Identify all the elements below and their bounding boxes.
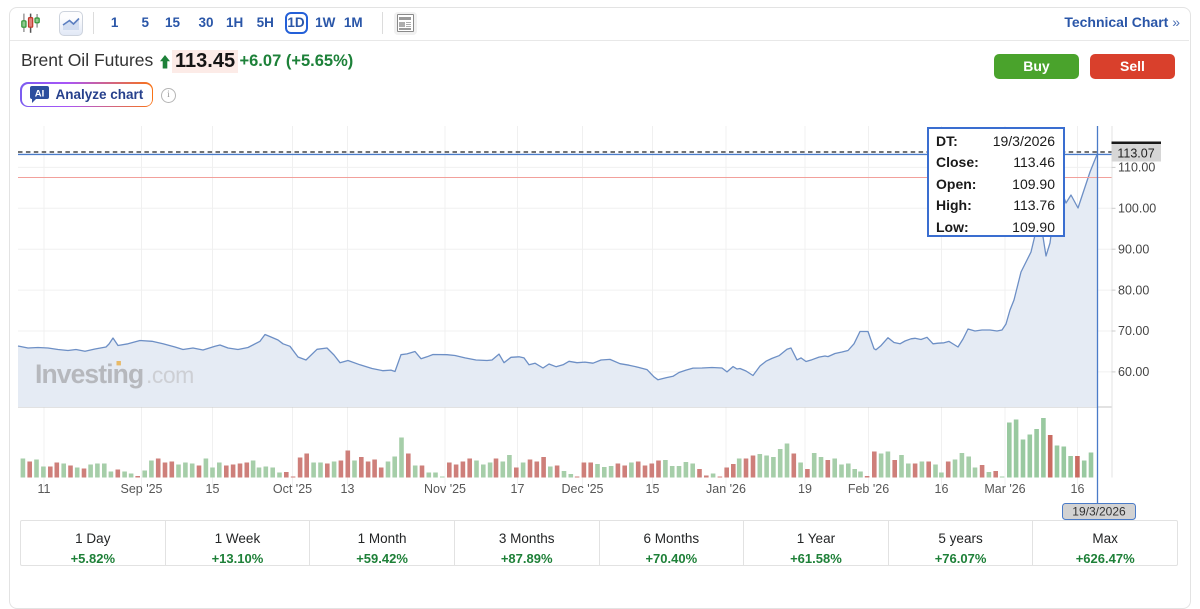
- svg-text:Dec '25: Dec '25: [562, 482, 604, 496]
- svg-text:15: 15: [646, 482, 660, 496]
- svg-text:60.00: 60.00: [1118, 365, 1149, 379]
- svg-text:13: 13: [341, 482, 355, 496]
- svg-text:17: 17: [511, 482, 525, 496]
- svg-text:16: 16: [935, 482, 949, 496]
- svg-text:15: 15: [206, 482, 220, 496]
- svg-text:Mar '26: Mar '26: [984, 482, 1025, 496]
- svg-text:19: 19: [798, 482, 812, 496]
- svg-text:70.00: 70.00: [1118, 324, 1149, 338]
- svg-text:100.00: 100.00: [1118, 202, 1156, 216]
- svg-text:AI: AI: [34, 89, 44, 100]
- svg-text:19/3/2026: 19/3/2026: [1072, 505, 1126, 519]
- svg-text:Nov '25: Nov '25: [424, 482, 466, 496]
- svg-text:90.00: 90.00: [1118, 242, 1149, 256]
- svg-text:16: 16: [1071, 482, 1085, 496]
- svg-text:.com: .com: [146, 362, 194, 388]
- svg-text:Sep '25: Sep '25: [120, 482, 162, 496]
- svg-text:113.07: 113.07: [1117, 147, 1154, 161]
- svg-text:80.00: 80.00: [1118, 283, 1149, 297]
- svg-text:Oct '25: Oct '25: [273, 482, 312, 496]
- svg-text:Jan '26: Jan '26: [706, 482, 746, 496]
- svg-text:110.00: 110.00: [1118, 161, 1155, 175]
- svg-text:Feb '26: Feb '26: [848, 482, 889, 496]
- svg-text:Investing: Investing: [35, 359, 143, 389]
- svg-text:11: 11: [38, 482, 51, 496]
